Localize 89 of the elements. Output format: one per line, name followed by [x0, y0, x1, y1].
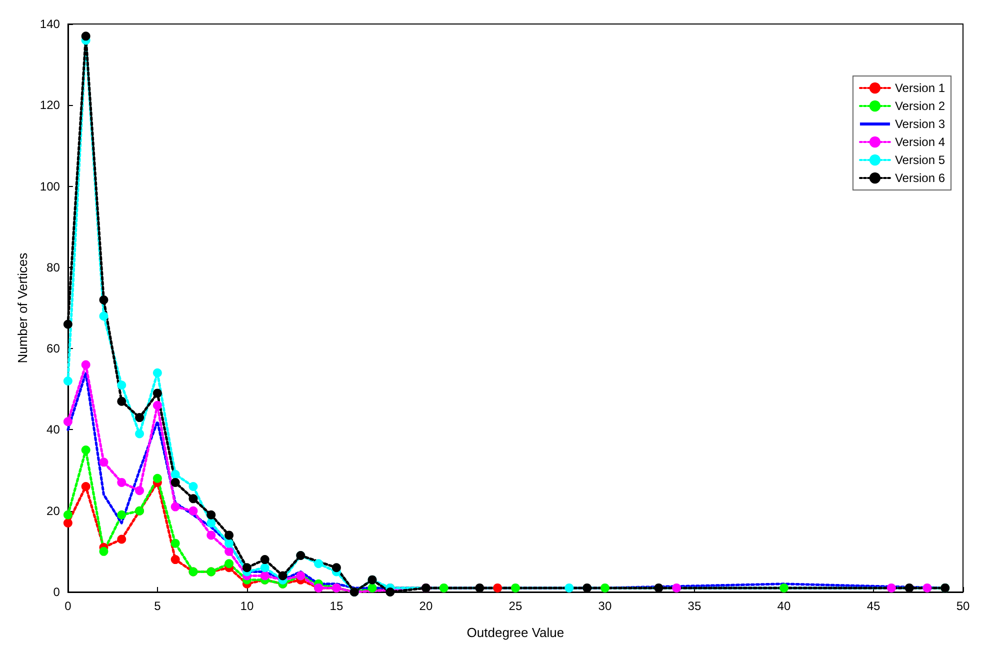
- y-axis-title: Number of Vertices: [15, 252, 30, 364]
- y-tick-label: 0: [53, 585, 60, 599]
- point: [672, 583, 682, 592]
- point: [779, 583, 788, 592]
- y-tick-label: 100: [40, 179, 60, 194]
- point: [63, 376, 72, 386]
- x-tick-label: 45: [866, 599, 880, 613]
- point: [135, 429, 144, 438]
- point: [81, 32, 90, 41]
- point: [188, 482, 198, 492]
- x-tick-label: 0: [64, 599, 72, 613]
- x-axis-title: Outdegree Value: [466, 625, 564, 640]
- legend-label: Version 6: [894, 171, 946, 185]
- legend-label: Version 4: [894, 135, 946, 149]
- x-tick-label: 40: [777, 599, 791, 613]
- x-tick-label: 50: [956, 599, 970, 613]
- point: [314, 559, 324, 568]
- point: [386, 588, 395, 596]
- point: [260, 571, 270, 580]
- y-tick-label: 40: [46, 422, 60, 437]
- y-tick-label: 120: [40, 98, 60, 112]
- point: [170, 538, 180, 548]
- y-tick-label: 20: [46, 504, 60, 518]
- x-tick-label: 10: [240, 599, 254, 613]
- point: [63, 417, 72, 426]
- point: [224, 559, 234, 568]
- point: [117, 478, 126, 487]
- point: [206, 510, 216, 520]
- point: [117, 510, 126, 520]
- y-tick-label: 140: [40, 17, 60, 31]
- point: [170, 555, 180, 564]
- point: [278, 571, 288, 580]
- point: [886, 583, 896, 592]
- point: [170, 478, 180, 487]
- point: [63, 510, 72, 520]
- point: [600, 583, 610, 592]
- point: [99, 546, 108, 556]
- point: [135, 413, 144, 422]
- point: [904, 583, 914, 592]
- point: [260, 563, 270, 572]
- point: [188, 494, 198, 504]
- point: [117, 396, 126, 406]
- point: [63, 518, 72, 528]
- point: [81, 482, 90, 492]
- point: [475, 583, 484, 592]
- point: [152, 368, 162, 378]
- point: [439, 583, 448, 592]
- point: [188, 506, 198, 516]
- point: [170, 502, 180, 512]
- point: [224, 538, 234, 548]
- point: [368, 583, 377, 592]
- x-tick-label: 30: [598, 599, 612, 613]
- point: [152, 388, 162, 398]
- point: [922, 583, 932, 592]
- point: [206, 518, 216, 528]
- point: [99, 312, 108, 321]
- legend-label: Version 2: [894, 99, 946, 113]
- point: [135, 486, 144, 496]
- point: [582, 583, 592, 592]
- x-tick-label: 35: [688, 599, 702, 613]
- point: [63, 320, 72, 329]
- point: [152, 474, 162, 483]
- point: [117, 534, 126, 544]
- legend-label: Version 1: [894, 81, 946, 95]
- legend-label: Version 3: [894, 117, 946, 131]
- x-tick-label: 25: [508, 599, 522, 613]
- point: [654, 583, 664, 592]
- x-tick-label: 15: [330, 599, 344, 613]
- point: [242, 563, 252, 572]
- x-tick-label: 5: [154, 599, 162, 613]
- point: [81, 446, 90, 454]
- point: [224, 530, 234, 540]
- y-tick-label: 60: [46, 342, 60, 356]
- point: [510, 583, 520, 592]
- y-tick-label: 80: [46, 260, 60, 274]
- legend-label: Version 5: [894, 153, 946, 167]
- x-tick-label: 20: [419, 599, 433, 613]
- point: [170, 470, 180, 479]
- point: [260, 555, 270, 564]
- point: [493, 583, 502, 592]
- point: [206, 530, 216, 540]
- point: [224, 546, 234, 556]
- point: [117, 380, 126, 390]
- point: [99, 458, 108, 467]
- point: [152, 400, 162, 410]
- point: [564, 583, 574, 592]
- point: [332, 563, 341, 572]
- point: [81, 360, 90, 370]
- point: [99, 295, 108, 304]
